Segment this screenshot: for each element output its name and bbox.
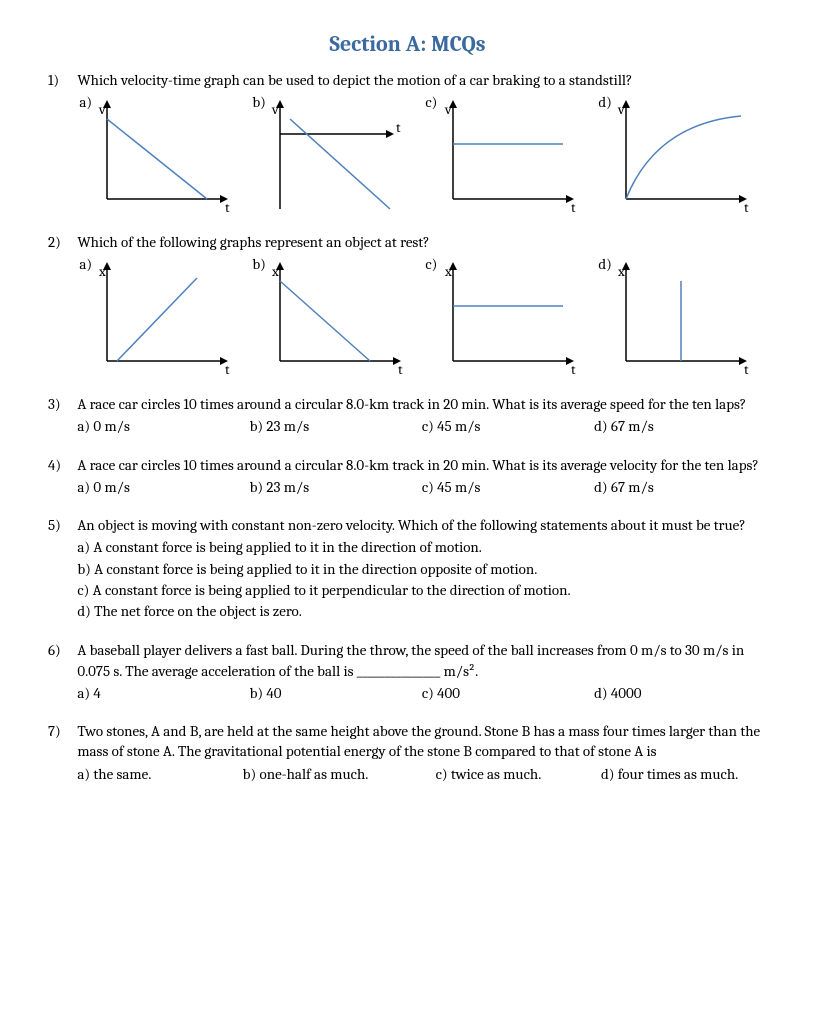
graph-icon: v t bbox=[77, 94, 237, 214]
q2-graph-a: a) x t bbox=[77, 256, 247, 376]
question-4: 4) A race car circles 10 times around a … bbox=[48, 455, 767, 498]
q2-graph-row: a) x t b) x bbox=[77, 256, 766, 376]
q2-label-d: d) bbox=[598, 254, 612, 274]
q1-text: Which velocity-time graph can be used to… bbox=[77, 70, 766, 90]
q7-opt-a: a) the same. bbox=[77, 764, 242, 784]
svg-text:t: t bbox=[225, 361, 230, 376]
question-7: 7) Two stones, A and B, are held at the … bbox=[48, 721, 767, 784]
q2-text: Which of the following graphs represent … bbox=[77, 232, 766, 252]
q1-label-b: b) bbox=[252, 92, 266, 112]
q1-number: 1) bbox=[48, 70, 74, 90]
q2-label-b: b) bbox=[252, 254, 266, 274]
q4-opt-c: c) 45 m/s bbox=[422, 477, 594, 497]
graph-icon: x t bbox=[423, 256, 583, 376]
svg-text:t: t bbox=[744, 199, 749, 214]
graph-icon: v t bbox=[250, 94, 410, 214]
q3-number: 3) bbox=[48, 394, 74, 414]
q5-opt-b: b) A constant force is being applied to … bbox=[77, 559, 766, 579]
q6-options: a) 4 b) 40 c) 400 d) 4000 bbox=[77, 683, 766, 703]
q2-graph-c: c) x t bbox=[423, 256, 593, 376]
q6-opt-d: d) 4000 bbox=[594, 683, 766, 703]
graph-icon: v t bbox=[423, 94, 583, 214]
q6-number: 6) bbox=[48, 640, 74, 660]
q5-number: 5) bbox=[48, 515, 74, 535]
q3-text: A race car circles 10 times around a cir… bbox=[77, 394, 766, 414]
svg-text:x: x bbox=[444, 263, 452, 280]
q2-graph-d: d) x t bbox=[596, 256, 766, 376]
graph-icon: x t bbox=[596, 256, 756, 376]
q1-graph-a: a) v t bbox=[77, 94, 247, 214]
svg-text:v: v bbox=[617, 101, 625, 118]
q7-opt-c: c) twice as much. bbox=[436, 764, 601, 784]
q3-opt-a: a) 0 m/s bbox=[77, 416, 249, 436]
q3-opt-c: c) 45 m/s bbox=[422, 416, 594, 436]
question-5: 5) An object is moving with constant non… bbox=[48, 515, 767, 622]
question-2: 2) Which of the following graphs represe… bbox=[48, 232, 767, 376]
q4-opt-d: d) 67 m/s bbox=[594, 477, 766, 497]
q4-text: A race car circles 10 times around a cir… bbox=[77, 455, 766, 475]
q1-label-a: a) bbox=[79, 92, 92, 112]
question-1: 1) Which velocity-time graph can be used… bbox=[48, 70, 767, 214]
q4-opt-a: a) 0 m/s bbox=[77, 477, 249, 497]
q3-options: a) 0 m/s b) 23 m/s c) 45 m/s d) 67 m/s bbox=[77, 416, 766, 436]
svg-text:v: v bbox=[444, 101, 452, 118]
svg-text:v: v bbox=[271, 101, 279, 118]
q3-opt-d: d) 67 m/s bbox=[594, 416, 766, 436]
q3-opt-b: b) 23 m/s bbox=[250, 416, 422, 436]
question-list: 1) Which velocity-time graph can be used… bbox=[48, 70, 767, 784]
q4-options: a) 0 m/s b) 23 m/s c) 45 m/s d) 67 m/s bbox=[77, 477, 766, 497]
svg-text:x: x bbox=[98, 263, 106, 280]
q1-label-c: c) bbox=[425, 92, 437, 112]
svg-text:t: t bbox=[225, 199, 230, 214]
q5-opt-c: c) A constant force is being applied to … bbox=[77, 580, 766, 600]
q7-opt-d: d) four times as much. bbox=[601, 764, 766, 784]
q2-graph-b: b) x t bbox=[250, 256, 420, 376]
question-6: 6) A baseball player delivers a fast bal… bbox=[48, 640, 767, 703]
q5-text: An object is moving with constant non-ze… bbox=[77, 515, 766, 535]
graph-icon: v t bbox=[596, 94, 756, 214]
q7-opt-b: b) one-half as much. bbox=[243, 764, 436, 784]
section-title: Section A: MCQs bbox=[48, 30, 767, 60]
q6-opt-a: a) 4 bbox=[77, 683, 249, 703]
question-3: 3) A race car circles 10 times around a … bbox=[48, 394, 767, 437]
svg-text:t: t bbox=[744, 361, 749, 376]
q1-graph-b: b) v t bbox=[250, 94, 420, 214]
q6-text: A baseball player delivers a fast ball. … bbox=[77, 640, 766, 681]
svg-text:t: t bbox=[396, 119, 401, 136]
q1-graph-d: d) v t bbox=[596, 94, 766, 214]
q4-number: 4) bbox=[48, 455, 74, 475]
q5-options: a) A constant force is being applied to … bbox=[77, 537, 766, 621]
q7-options: a) the same. b) one-half as much. c) twi… bbox=[77, 764, 766, 784]
q1-graph-row: a) v t b) v bbox=[77, 94, 766, 214]
q1-label-d: d) bbox=[598, 92, 612, 112]
q5-opt-d: d) The net force on the object is zero. bbox=[77, 601, 766, 621]
svg-text:v: v bbox=[98, 101, 106, 118]
q4-opt-b: b) 23 m/s bbox=[250, 477, 422, 497]
q1-graph-c: c) v t bbox=[423, 94, 593, 214]
svg-text:t: t bbox=[571, 361, 576, 376]
svg-text:t: t bbox=[398, 361, 403, 376]
graph-icon: x t bbox=[250, 256, 410, 376]
graph-icon: x t bbox=[77, 256, 237, 376]
svg-text:x: x bbox=[617, 263, 625, 280]
q2-number: 2) bbox=[48, 232, 74, 252]
q2-label-a: a) bbox=[79, 254, 92, 274]
q6-opt-b: b) 40 bbox=[250, 683, 422, 703]
svg-text:x: x bbox=[271, 263, 279, 280]
q7-text: Two stones, A and B, are held at the sam… bbox=[77, 721, 766, 762]
q6-opt-c: c) 400 bbox=[422, 683, 594, 703]
q5-opt-a: a) A constant force is being applied to … bbox=[77, 537, 766, 557]
q2-label-c: c) bbox=[425, 254, 437, 274]
q7-number: 7) bbox=[48, 721, 74, 741]
svg-text:t: t bbox=[571, 199, 576, 214]
